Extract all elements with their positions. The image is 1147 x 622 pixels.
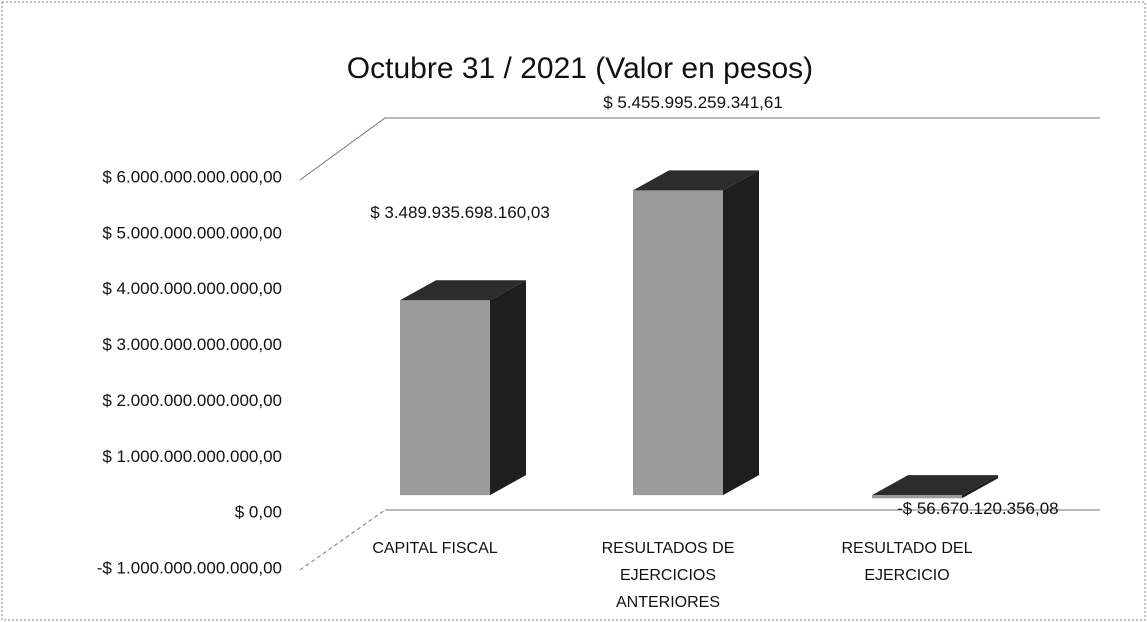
bar-side — [723, 170, 759, 496]
floor-edge — [299, 509, 386, 571]
bar-top — [633, 170, 759, 191]
value-label: -$ 56.670.120.356,08 — [897, 499, 1059, 519]
y-tick-label: $ 3.000.000.000.000,00 — [102, 335, 282, 354]
y-tick-label: $ 6.000.000.000.000,00 — [102, 167, 282, 186]
bar-top — [400, 280, 526, 301]
x-tick-label: RESULTADO DEL EJERCICIO — [841, 540, 973, 584]
y-tick-label: $ 4.000.000.000.000,00 — [102, 279, 282, 298]
chart-title: Octubre 31 / 2021 (Valor en pesos) — [347, 52, 813, 85]
bar — [633, 190, 723, 496]
y-tick-label: -$ 1.000.000.000.000,00 — [97, 558, 282, 577]
back-wall — [299, 117, 1100, 181]
y-tick-label: $ 1.000.000.000.000,00 — [102, 447, 282, 466]
y-tick-label: $ 0,00 — [235, 503, 282, 522]
bar-top — [872, 475, 998, 496]
bar — [400, 300, 490, 496]
bar-side — [490, 280, 526, 496]
x-tick-label: CAPITAL FISCAL — [372, 540, 498, 557]
bar-side — [962, 475, 998, 499]
bar — [872, 495, 962, 499]
y-tick-label: $ 5.000.000.000.000,00 — [102, 223, 282, 242]
x-tick-label: RESULTADOS DE EJERCICIOS ANTERIORES — [601, 540, 735, 611]
value-label: $ 3.489.935.698.160,03 — [370, 203, 550, 223]
y-tick-label: $ 2.000.000.000.000,00 — [102, 391, 282, 410]
value-label: $ 5.455.995.259.341,61 — [603, 93, 783, 113]
